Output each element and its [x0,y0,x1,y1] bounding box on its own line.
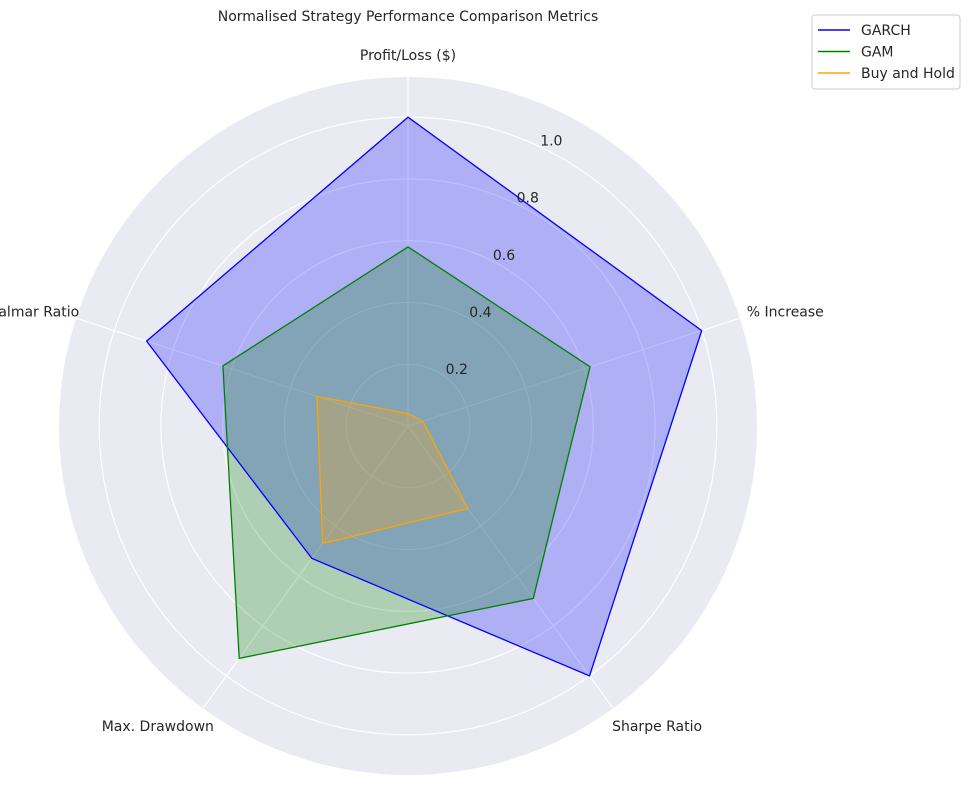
series-layer [145,116,703,677]
grid-spoke [75,317,409,427]
axis-label: Max. Drawdown [102,719,214,735]
radial-tick-label: 0.4 [469,305,491,321]
radial-tick-label: 0.2 [446,362,468,378]
series-fill-gam [222,246,591,659]
chart-title: Normalised Strategy Performance Comparis… [218,9,598,25]
series-line-gam [222,246,591,660]
legend-label: Buy and Hold [861,66,955,82]
radial-tick-label: 1.0 [540,134,562,150]
series-line-buy-and-hold [316,395,469,545]
axis-label: Profit/Loss ($) [360,48,456,64]
grid-spoke [407,317,741,427]
series-fill-buy-and-hold [316,396,468,544]
legend-frame [811,14,961,90]
radial-tick-label: 0.6 [493,248,515,264]
axis-labels: Profit/Loss ($) % Increase Sharpe Ratio Max… [0,48,824,735]
radial-ticks: 0.2 0.4 0.6 0.8 1.0 [446,134,563,378]
axis-label: % Increase [747,304,824,320]
grid-spoke [202,425,409,709]
legend: GARCH GAM Buy and Hold [811,14,961,90]
radial-tick-label: 0.8 [517,191,539,207]
series-fill-garch [146,117,702,676]
series-line-garch [145,116,703,677]
axis-label: Sharpe Ratio [612,719,702,735]
legend-label: GARCH [861,23,911,39]
polar-grid [75,77,741,736]
legend-label: GAM [861,45,894,61]
grid-spoke [407,425,614,709]
axis-label: Calmar Ratio [0,304,79,320]
